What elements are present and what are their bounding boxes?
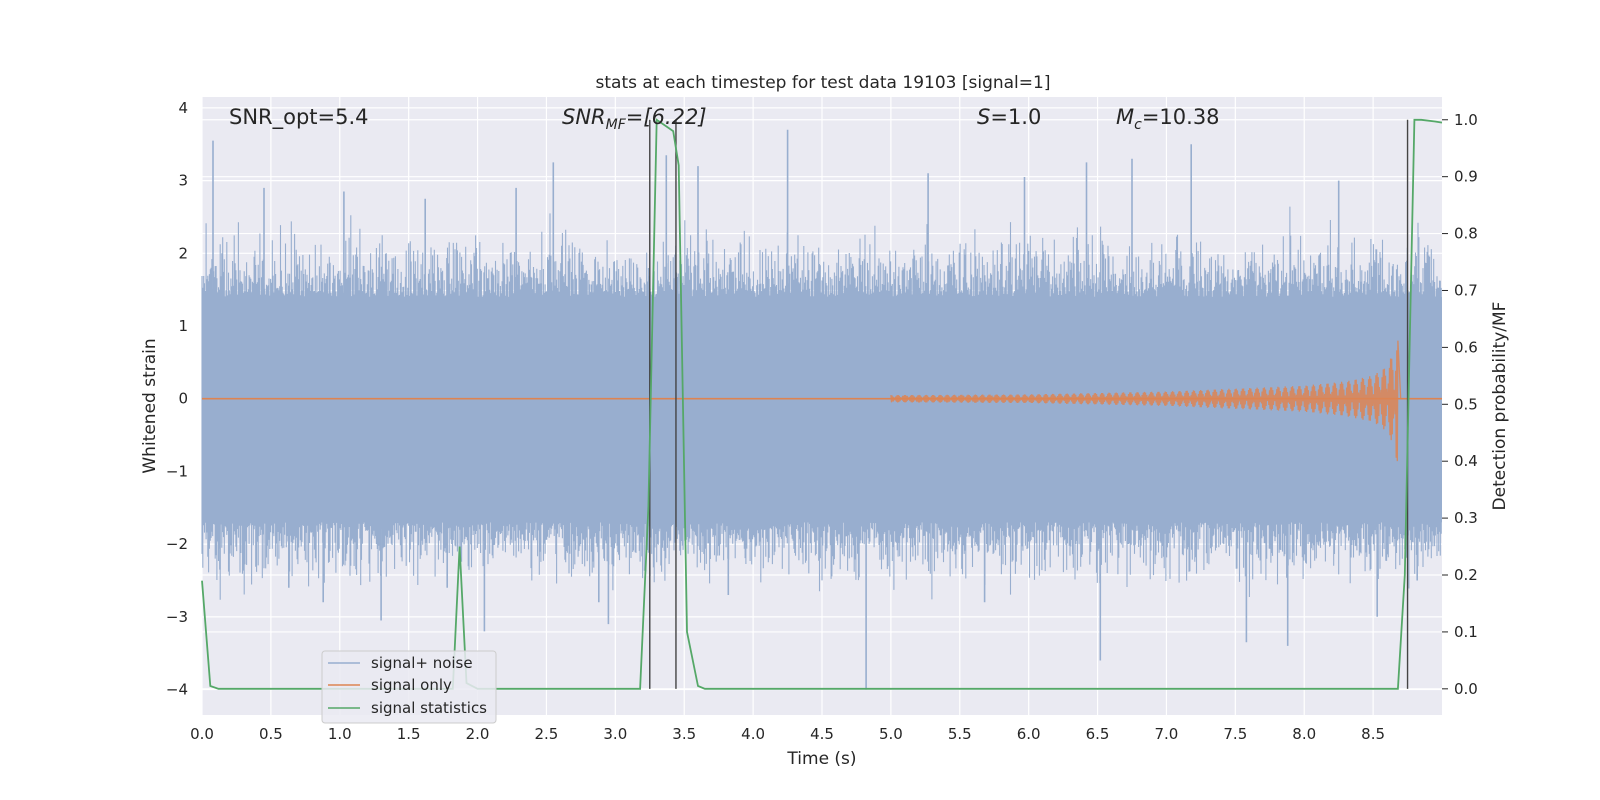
x-tick-label: 2.5 [535, 725, 559, 743]
x-tick-label: 8.0 [1292, 725, 1316, 743]
y-tick-label: −2 [166, 535, 188, 553]
mc-value: =10.38 [1142, 105, 1220, 129]
y-tick-label: −4 [166, 681, 188, 699]
y-axis-ticks: 4 3 2 1 0 −1 −2 −3 −4 [166, 99, 188, 699]
x-tick-label: 4.0 [741, 725, 765, 743]
legend-label-signal-plus-noise: signal+ noise [371, 654, 473, 672]
y-tick-label: 2 [178, 244, 188, 262]
x-tick-label: 8.5 [1361, 725, 1385, 743]
x-tick-label: 4.5 [810, 725, 834, 743]
y-tick-label: −1 [166, 462, 188, 480]
x-tick-label: 7.5 [1223, 725, 1247, 743]
y2-tick-label: 0.3 [1454, 509, 1478, 527]
y2-tick-label: 0.1 [1454, 623, 1478, 641]
chart-title: stats at each timestep for test data 191… [596, 73, 1051, 93]
legend-label-signal-only: signal only [371, 676, 452, 694]
y-tick-label: 4 [178, 99, 188, 117]
plot-area [201, 97, 1443, 715]
x-tick-label: 1.5 [397, 725, 421, 743]
x-tick-label: 3.5 [672, 725, 696, 743]
x-tick-label: 6.5 [1086, 725, 1110, 743]
x-tick-label: 6.0 [1017, 725, 1041, 743]
y2-tick-label: 0.5 [1454, 395, 1478, 413]
snr-mf-value: =[6.22] [626, 105, 707, 129]
x-tick-label: 0.0 [190, 725, 214, 743]
legend-box [321, 650, 497, 724]
annotation-mc: Mc=10.38 [1116, 105, 1220, 133]
y2-tick-label: 0.7 [1454, 281, 1478, 299]
x-tick-label: 0.5 [259, 725, 283, 743]
mc-subscript: c [1134, 117, 1142, 133]
y2-tick-label: 0.9 [1454, 168, 1478, 186]
signal-statistics-line [201, 118, 1443, 690]
annotation-snr-mf: SNRMF=[6.22] [562, 105, 707, 133]
x-tick-label: 2.0 [466, 725, 490, 743]
legend: signal+ noise signal only signal statist… [321, 650, 497, 724]
x-tick-label: 3.0 [603, 725, 627, 743]
x-tick-label: 1.0 [328, 725, 352, 743]
signal-only-chirp [890, 340, 1402, 462]
noise-peaks [212, 129, 1418, 690]
y2-tick-label: 1.0 [1454, 111, 1478, 129]
snr-mf-subscript: MF [606, 117, 627, 133]
x-axis-label: Time (s) [786, 749, 856, 769]
series-signal-plus-noise [201, 129, 1442, 690]
annotation-s: S=1.0 [977, 105, 1041, 129]
y2-tick-label: 0.8 [1454, 225, 1478, 243]
y2-tick-label: 0.0 [1454, 680, 1478, 698]
series-signal-statistics [201, 118, 1443, 690]
mc-symbol: M [1116, 105, 1134, 129]
y2-tick-label: 0.2 [1454, 566, 1478, 584]
y2-tick-label: 0.6 [1454, 338, 1478, 356]
x-axis-ticks: 0.0 0.5 1.0 1.5 2.0 2.5 3.0 3.5 4.0 4.5 5.0 5.5 6.0 6… [190, 725, 1385, 743]
series-signal-only [202, 340, 1442, 462]
y-tick-label: −3 [166, 608, 188, 626]
y-tick-label: 3 [178, 172, 188, 190]
y2-axis-label: Detection probability/MF [1490, 302, 1510, 511]
x-tick-label: 5.5 [948, 725, 972, 743]
s-symbol: S [977, 105, 990, 129]
legend-label-signal-statistics: signal statistics [371, 699, 487, 717]
y2-tick-label: 0.4 [1454, 452, 1478, 470]
annotation-snr-opt: SNR_opt=5.4 [229, 105, 369, 130]
y2-axis-ticks: 1.0 0.9 0.8 0.7 0.6 0.5 0.4 0.3 0.2 0.1 0.0 [1442, 111, 1478, 698]
x-tick-label: 7.0 [1155, 725, 1179, 743]
y-axis-label: Whitened strain [140, 338, 160, 473]
x-tick-label: 5.0 [879, 725, 903, 743]
y-tick-label: 1 [178, 317, 188, 335]
snr-mf-symbol: SNR [562, 105, 606, 129]
s-value: =1.0 [990, 105, 1041, 129]
y-tick-label: 0 [178, 390, 188, 408]
